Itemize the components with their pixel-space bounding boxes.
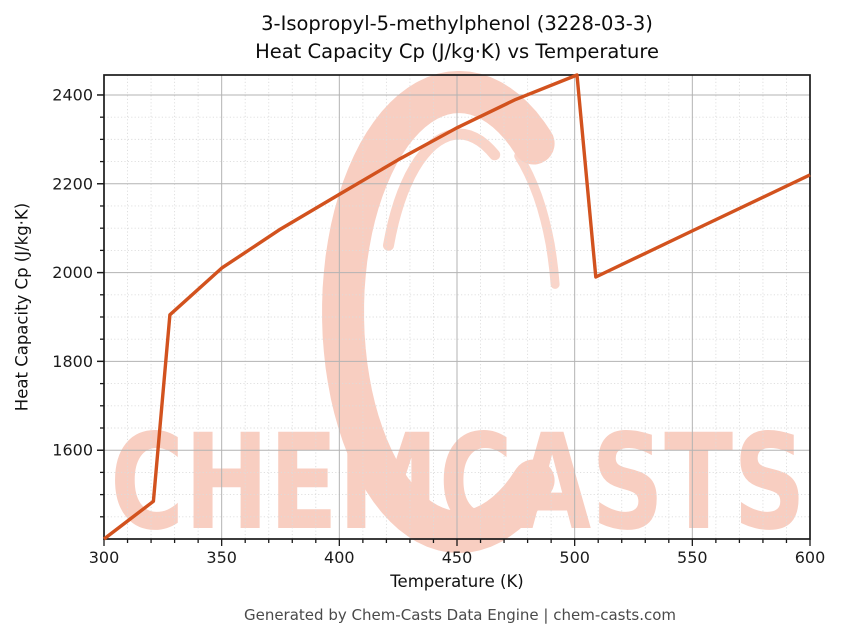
- grid-major: [104, 75, 810, 539]
- watermark-inner-swoosh: [383, 128, 501, 251]
- cp-data-line: [102, 73, 811, 541]
- watermark-text: CHEMCASTS: [110, 406, 806, 560]
- y-tick-label: 2400: [52, 85, 93, 104]
- x-tick-label: 450: [442, 548, 473, 567]
- y-tick-label: 1600: [52, 441, 93, 460]
- axis-ticks: [97, 94, 811, 546]
- watermark-c-ring: [322, 71, 555, 553]
- x-tick-label: 600: [795, 548, 826, 567]
- x-tick-label: 400: [324, 548, 355, 567]
- y-tick-label: 1800: [52, 352, 93, 371]
- y-tick-label: 2200: [52, 174, 93, 193]
- chart-title: 3-Isopropyl-5-methylphenol (3228-03-3) H…: [104, 10, 810, 66]
- x-tick-label: 550: [677, 548, 708, 567]
- chart-title-line2: Heat Capacity Cp (J/kg·K) vs Temperature: [255, 40, 659, 63]
- watermark: CHEMCASTS: [110, 71, 806, 560]
- watermark-outer-swoosh: [514, 151, 560, 289]
- x-tick-label: 500: [559, 548, 590, 567]
- chart-title-line1: 3-Isopropyl-5-methylphenol (3228-03-3): [261, 12, 653, 35]
- x-tick-label: 300: [89, 548, 120, 567]
- footer-credit: Generated by Chem-Casts Data Engine | ch…: [243, 606, 677, 624]
- x-tick-label: 350: [206, 548, 237, 567]
- tick-labels: 300 350 400 450 500 550 600 1600 1800 2000 2200 240…: [52, 85, 825, 567]
- y-tick-label: 2000: [52, 263, 93, 282]
- x-axis-label: Temperature (K): [390, 572, 524, 591]
